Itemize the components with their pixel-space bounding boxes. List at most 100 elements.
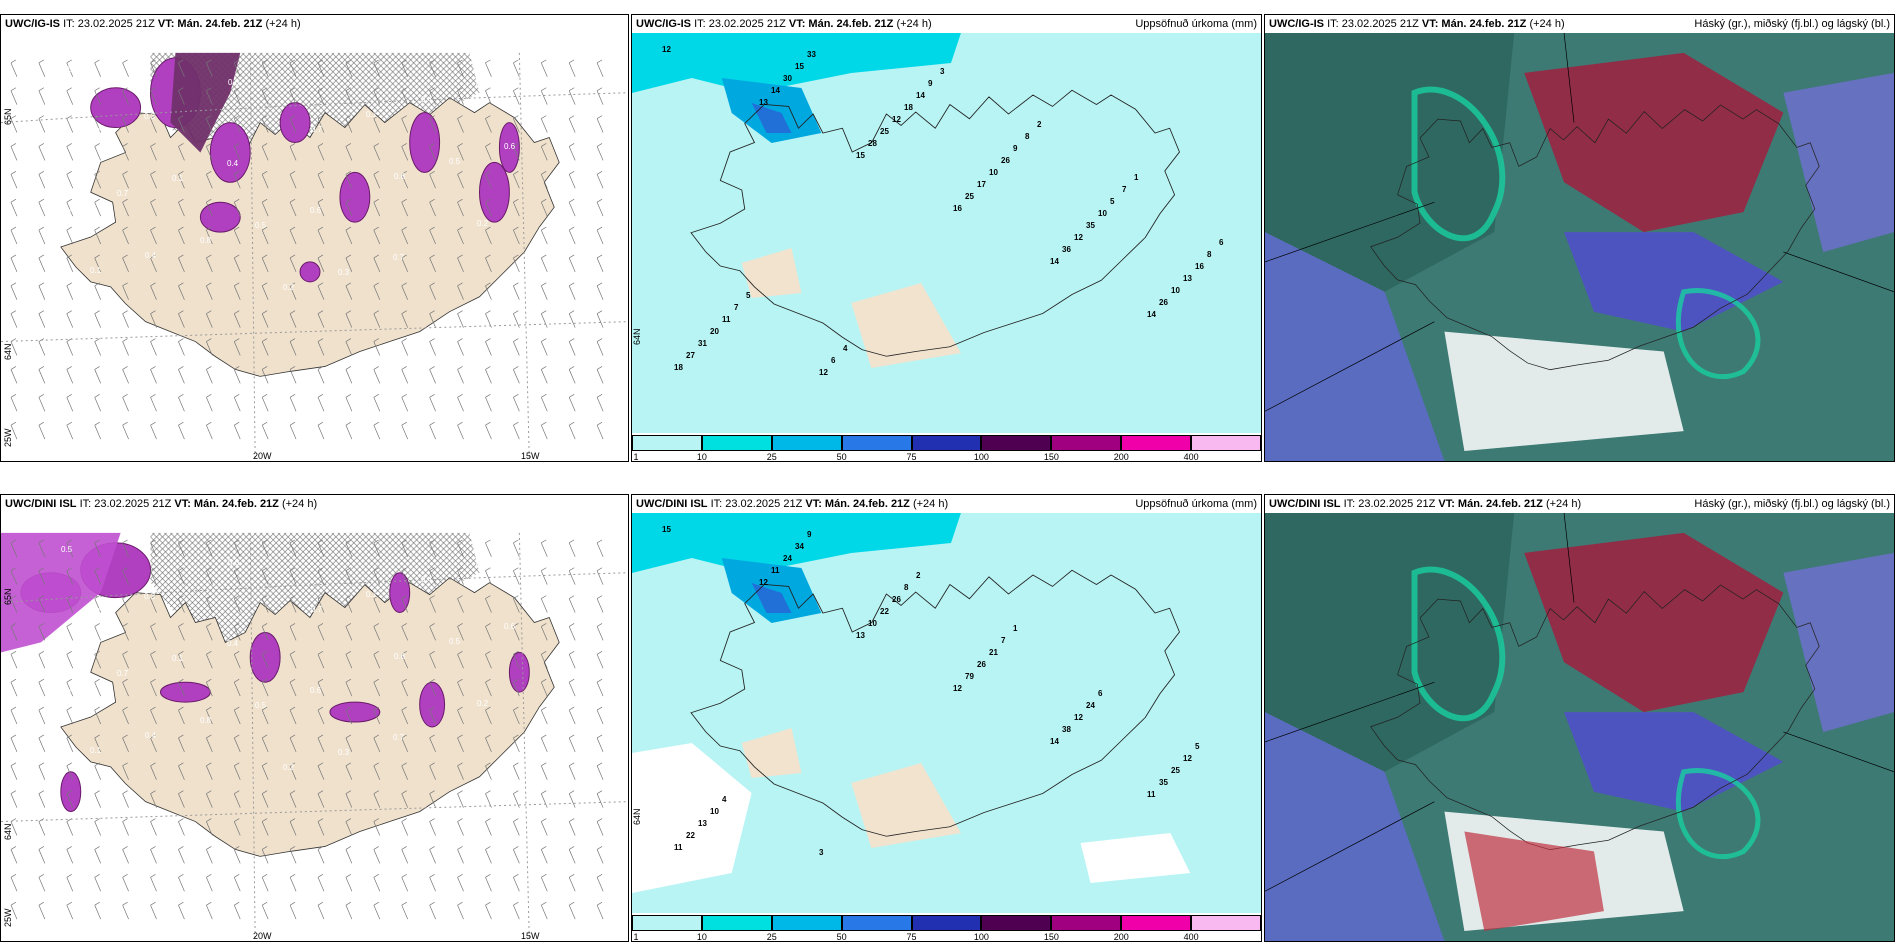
wind-barb bbox=[122, 143, 129, 161]
wind-barb bbox=[568, 790, 576, 808]
wind-barb bbox=[568, 143, 576, 161]
wind-barb bbox=[122, 421, 129, 440]
graticule-line bbox=[518, 52, 530, 461]
wind-barb bbox=[457, 198, 464, 217]
wind-barb bbox=[596, 421, 604, 440]
wind-barb bbox=[38, 254, 46, 273]
wind-barb bbox=[345, 567, 353, 585]
cloud-value-label: 0.7 bbox=[393, 253, 405, 262]
wind-barb bbox=[289, 421, 297, 440]
wind-barb bbox=[261, 651, 269, 669]
wind-barb bbox=[373, 790, 381, 808]
wind-barb bbox=[38, 171, 46, 189]
wind-barb bbox=[38, 115, 46, 133]
wind-barb bbox=[178, 254, 185, 273]
wind-barb bbox=[596, 539, 604, 557]
precip-value-label: 38 bbox=[1062, 725, 1071, 734]
wind-barb bbox=[568, 762, 576, 780]
cloud-value-label: 0.3 bbox=[144, 112, 156, 121]
cloud-value-label: 0.2 bbox=[477, 219, 489, 228]
wind-barb bbox=[178, 198, 185, 217]
wind-barb bbox=[289, 282, 297, 300]
wind-barb bbox=[10, 651, 18, 669]
lead-time: (+24 h) bbox=[1545, 498, 1582, 510]
wind-barb bbox=[485, 254, 492, 273]
wind-barb bbox=[289, 226, 297, 245]
model-name: UWC/IG-IS bbox=[636, 18, 691, 30]
wind-barb bbox=[150, 310, 157, 328]
wind-barb bbox=[540, 226, 548, 245]
wind-barb bbox=[38, 282, 46, 300]
cloud-value-label: 0.2 bbox=[283, 283, 295, 292]
model-name: UWC/IG-IS bbox=[5, 18, 60, 30]
valid-time: Mán. 24.feb. 21Z bbox=[1441, 18, 1527, 30]
wind-barb bbox=[261, 254, 269, 273]
wind-barb bbox=[345, 874, 353, 892]
wind-barb bbox=[66, 143, 74, 161]
wind-barb bbox=[345, 394, 353, 412]
wind-barb bbox=[485, 366, 492, 384]
wind-barb bbox=[178, 874, 185, 892]
wind-barb bbox=[38, 87, 46, 105]
precip-value-label: 14 bbox=[916, 91, 925, 100]
wind-barb bbox=[261, 874, 269, 892]
wind-barb bbox=[540, 366, 548, 384]
wind-barb bbox=[429, 734, 436, 753]
precip-colorbar: 1 10 25 50 75 100 150 200 400 bbox=[632, 433, 1261, 461]
cloud-value-label: 0.4 bbox=[227, 639, 239, 648]
valid-time: Mán. 24.feb. 21Z bbox=[193, 498, 279, 510]
wind-barb bbox=[345, 623, 353, 641]
cloud-patch bbox=[1, 532, 121, 653]
wind-barb bbox=[513, 394, 520, 412]
precip-value-label: 31 bbox=[698, 339, 707, 348]
wind-barb bbox=[568, 874, 576, 892]
wind-barb bbox=[568, 226, 576, 245]
wind-barb bbox=[485, 874, 492, 892]
precip-value-label: 9 bbox=[928, 79, 933, 88]
precip-value-label: 36 bbox=[1062, 245, 1071, 254]
wind-barb bbox=[568, 366, 576, 384]
graticule-line bbox=[1, 321, 628, 343]
wind-barb bbox=[233, 790, 241, 808]
wind-barb bbox=[596, 59, 604, 77]
wind-barb bbox=[178, 282, 185, 300]
wind-barb bbox=[206, 338, 213, 356]
wind-barb bbox=[289, 115, 297, 133]
wind-barb bbox=[150, 115, 157, 133]
wind-barb bbox=[289, 901, 297, 920]
wind-barb bbox=[317, 623, 325, 641]
lon-label: 20W bbox=[253, 931, 272, 941]
wind-barb bbox=[596, 115, 604, 133]
cloud-patch bbox=[329, 701, 381, 723]
wind-barb bbox=[233, 254, 241, 273]
wind-barb bbox=[94, 282, 102, 300]
wind-barb bbox=[317, 394, 325, 412]
wind-barb bbox=[596, 338, 604, 356]
wind-barb bbox=[206, 254, 213, 273]
valid-label: VT: bbox=[1421, 18, 1439, 30]
wind-barb bbox=[10, 623, 18, 641]
precip-map bbox=[632, 33, 1261, 433]
cloud-value-label: 0.8 bbox=[200, 236, 212, 245]
land-outline bbox=[60, 577, 560, 857]
wind-barb bbox=[429, 901, 436, 920]
wind-barb bbox=[485, 338, 492, 356]
wind-barb bbox=[401, 623, 409, 641]
cloud-value-label: 0.1 bbox=[366, 590, 378, 599]
precip-value-label: 17 bbox=[977, 180, 986, 189]
cloud-value-label: 0.5 bbox=[61, 65, 73, 74]
wind-barb bbox=[289, 394, 297, 412]
wind-barb bbox=[485, 310, 492, 328]
wind-barb bbox=[457, 143, 464, 161]
cloud-value-label: 0.6 bbox=[504, 622, 516, 631]
model-name: UWC/DINI ISL bbox=[636, 498, 708, 510]
wind-barb bbox=[233, 115, 241, 133]
wind-barb bbox=[233, 539, 241, 557]
wind-barb bbox=[38, 651, 46, 669]
cloud-patch bbox=[90, 87, 142, 129]
wind-barb bbox=[345, 226, 353, 245]
wind-barb bbox=[540, 901, 548, 920]
wind-barb bbox=[233, 734, 241, 753]
wind-barb bbox=[373, 567, 381, 585]
wind-barb bbox=[178, 901, 185, 920]
